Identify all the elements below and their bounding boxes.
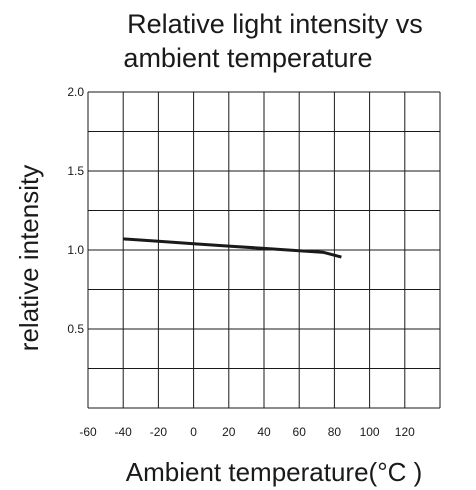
x-axis-label: Ambient temperature(°C ): [126, 457, 423, 487]
x-tick-label: -20: [150, 425, 168, 439]
y-axis-ticks: 0.5 1.0 1.5 2.0: [67, 85, 84, 336]
x-tick-label: 80: [328, 425, 342, 439]
y-tick-label: 0.5: [67, 322, 84, 336]
y-tick-label: 1.5: [67, 164, 84, 178]
chart-title-line-2: ambient temperature: [123, 43, 372, 73]
series-group: [123, 237, 342, 259]
y-axis-label: relative intensity: [14, 165, 44, 351]
x-tick-label: 0: [190, 425, 197, 439]
x-tick-label: 100: [360, 425, 380, 439]
x-tick-label: 40: [257, 425, 271, 439]
series-line: [123, 237, 342, 259]
chart-title-line-1: Relative light intensity vs: [127, 9, 423, 39]
y-tick-label: 1.0: [67, 243, 84, 257]
x-axis-ticks: -60 -40 -20 0 20 40 60 80 100 120: [79, 425, 415, 439]
x-tick-label: 20: [222, 425, 236, 439]
y-tick-label: 2.0: [67, 85, 84, 99]
x-tick-label: 120: [395, 425, 415, 439]
x-tick-label: -40: [115, 425, 133, 439]
x-tick-label: -60: [79, 425, 97, 439]
plot-grid: [87, 91, 441, 409]
x-tick-label: 60: [293, 425, 307, 439]
